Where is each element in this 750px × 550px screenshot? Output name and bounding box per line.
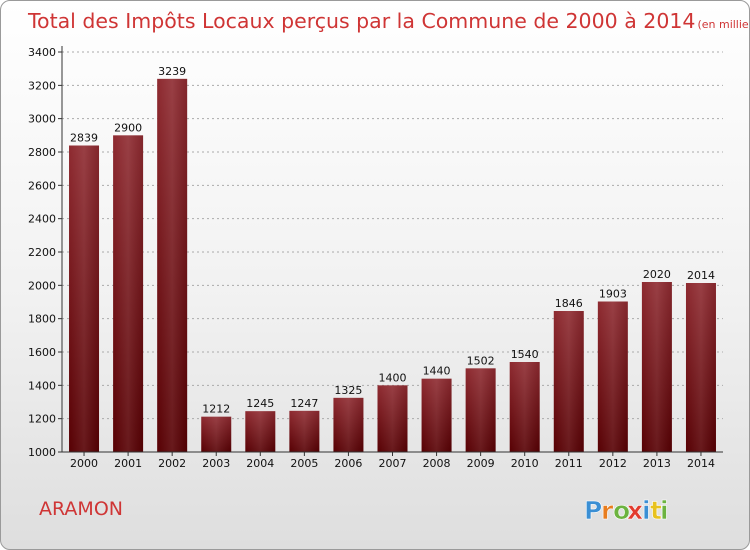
y-tick-label: 2400 [28,213,56,226]
x-tick-label: 2013 [643,457,671,470]
y-tick-label: 2000 [28,279,56,292]
bar-shine-2002 [157,78,188,452]
bar-value-label: 2900 [114,121,142,134]
y-tick-label: 3200 [28,79,56,92]
bar-shine-2004 [245,411,276,452]
y-tick-label: 1800 [28,313,56,326]
bar-shine-2001 [113,135,144,453]
x-tick-label: 2006 [334,457,362,470]
x-tick-label: 2007 [379,457,407,470]
bar-value-label: 1540 [511,348,539,361]
y-tick-label: 2600 [28,179,56,192]
bar-value-label: 1502 [467,354,495,367]
logo-letter: t [650,496,662,525]
bar-value-label: 1400 [379,371,407,384]
x-tick-label: 2004 [246,457,274,470]
logo-letter: r [601,496,614,525]
bar-value-label: 1245 [246,397,274,410]
bar-shine-2008 [421,378,452,452]
bar-shine-2014 [685,283,716,452]
bar-value-label: 1325 [334,384,362,397]
chart-title: Total des Impôts Locaux perçus par la Co… [27,9,750,33]
proxiti-logo: Pr oxi ti [584,496,669,526]
bar-shine-2013 [641,282,672,452]
y-tick-label: 3400 [28,46,56,59]
x-tick-label: 2000 [70,457,98,470]
bar-value-label: 1212 [202,403,230,416]
x-tick-label: 2005 [290,457,318,470]
y-tick-label: 2200 [28,246,56,259]
commune-name: ARAMON [39,498,123,520]
x-tick-label: 2009 [467,457,495,470]
x-tick-label: 2002 [158,457,186,470]
y-tick-label: 2800 [28,146,56,159]
logo-letter: i [660,496,669,525]
x-tick-label: 2010 [511,457,539,470]
x-tick-label: 2003 [202,457,230,470]
y-tick-label: 3000 [28,113,56,126]
x-tick-label: 2014 [687,457,715,470]
bar-shine-2000 [69,145,100,452]
y-tick-label: 1600 [28,346,56,359]
bar-shine-2006 [333,397,364,452]
bar-shine-2005 [289,410,320,452]
y-tick-label: 1000 [28,446,56,459]
bar-shine-2009 [465,368,496,452]
x-tick-label: 2012 [599,457,627,470]
bars: 2839 2900 3239 1212 1245 1247 1325 1400 1440 1502… [69,65,716,453]
y-tick-label: 1400 [28,379,56,392]
logo-letter: x [627,496,643,525]
logo-letter: i [642,496,651,525]
x-tick-label: 2011 [555,457,583,470]
x-tick-label: 2008 [423,457,451,470]
y-axis: 1000 1200 1400 1600 1800 2000 2200 2400 2600 2800… [28,46,62,459]
bar-value-label: 1440 [423,365,451,378]
logo-letter: o [613,496,630,525]
bar-value-label: 3239 [158,65,186,78]
logo-letter: P [584,496,602,525]
bar-shine-2007 [377,385,408,452]
chart-title-main: Total des Impôts Locaux perçus par la Co… [27,9,695,33]
bar-shine-2010 [509,362,540,452]
bar-shine-2012 [597,301,628,452]
bar-shine-2011 [553,311,584,452]
y-tick-label: 1200 [28,413,56,426]
x-axis: 2000 2001 2002 2003 2004 2005 2006 2007 2008 2009… [70,452,715,470]
bar-value-label: 1903 [599,288,627,301]
bar-value-label: 1247 [290,397,318,410]
bar-shine-2003 [201,416,232,452]
bar-value-label: 1846 [555,297,583,310]
bar-value-label: 2020 [643,268,671,281]
x-tick-label: 2001 [114,457,142,470]
chart-title-unit: (en milliers d'€) [697,18,750,31]
bar-value-label: 2839 [70,132,98,145]
bar-value-label: 2014 [687,269,715,282]
